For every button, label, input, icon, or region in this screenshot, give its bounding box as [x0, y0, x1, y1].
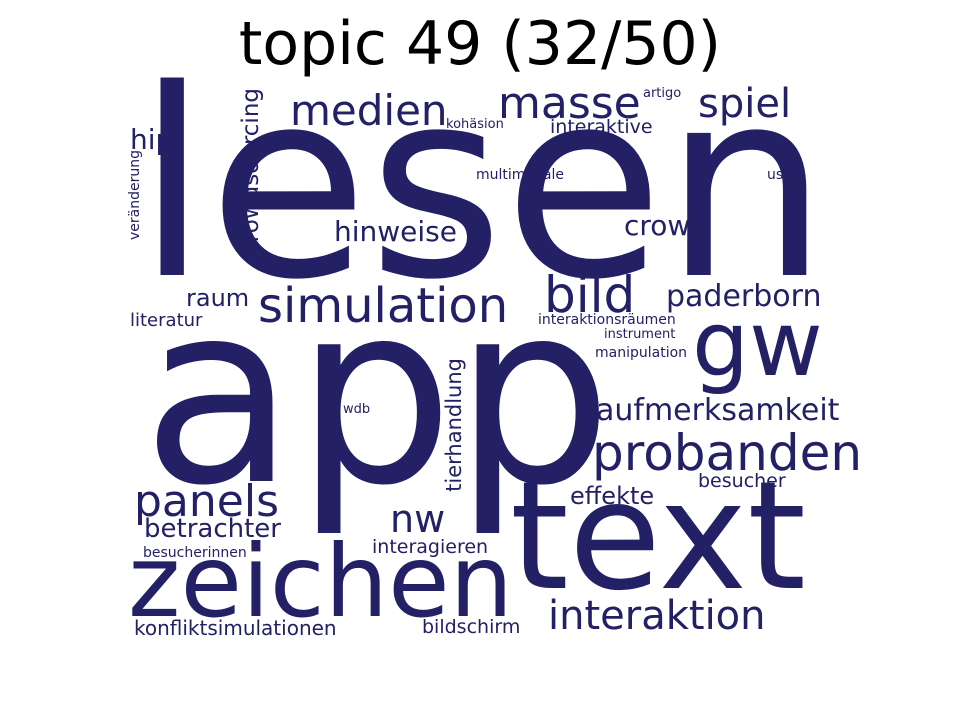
word-multimodale: multimodale	[476, 167, 564, 183]
word-kohaesion: kohäsion	[446, 117, 504, 132]
word-tierhandlung: tierhandlung	[442, 358, 466, 492]
word-literatur: literatur	[130, 310, 203, 331]
word-crowdsourcing: crowdsourcing	[238, 88, 264, 255]
word-betrachter: betrachter	[144, 514, 281, 544]
word-text: text	[510, 450, 807, 624]
word-spiel: spiel	[698, 81, 792, 127]
word-masse: masse	[498, 78, 641, 129]
word-instrument: instrument	[604, 327, 676, 342]
word-gw: gw	[692, 292, 823, 397]
word-wdb: wdb	[343, 402, 371, 417]
word-effekte: effekte	[570, 482, 655, 510]
word-hinweise: hinweise	[334, 215, 457, 248]
word-interaktionsraeumen: interaktionsräumen	[538, 312, 676, 328]
word-besucher: besucher	[698, 470, 786, 492]
word-raum: raum	[186, 284, 250, 312]
word-probanden: probanden	[592, 424, 863, 482]
word-interaktion: interaktion	[548, 593, 766, 639]
word-bildschirm: bildschirm	[422, 616, 521, 638]
word-konfliktsimulationen: konfliktsimulationen	[134, 616, 337, 640]
word-zeichen: zeichen	[128, 523, 514, 640]
word-panels: panels	[134, 476, 279, 527]
word-crowd: crowd	[624, 209, 709, 242]
word-medien: medien	[290, 86, 448, 135]
word-bild: bild	[544, 266, 636, 324]
word-artigo: artigo	[643, 86, 682, 101]
word-interaktive: interaktive	[550, 116, 653, 138]
word-manipulation: manipulation	[595, 345, 688, 361]
word-aufmerksamkeit: aufmerksamkeit	[596, 393, 840, 428]
word-paderborn: paderborn	[666, 279, 822, 314]
word-veraenderung: veränderung	[127, 150, 143, 240]
word-besucherinnen: besucherinnen	[143, 545, 247, 561]
chart-title: topic 49 (32/50)	[238, 9, 722, 79]
word-app: app	[142, 249, 613, 540]
word-user: user	[767, 167, 798, 183]
word-lesen: lesen	[136, 35, 829, 337]
word-nw: nw	[390, 497, 446, 541]
word-simulation: simulation	[258, 278, 509, 334]
word-interagieren: interagieren	[372, 536, 489, 558]
word-hip: hip	[130, 123, 174, 156]
